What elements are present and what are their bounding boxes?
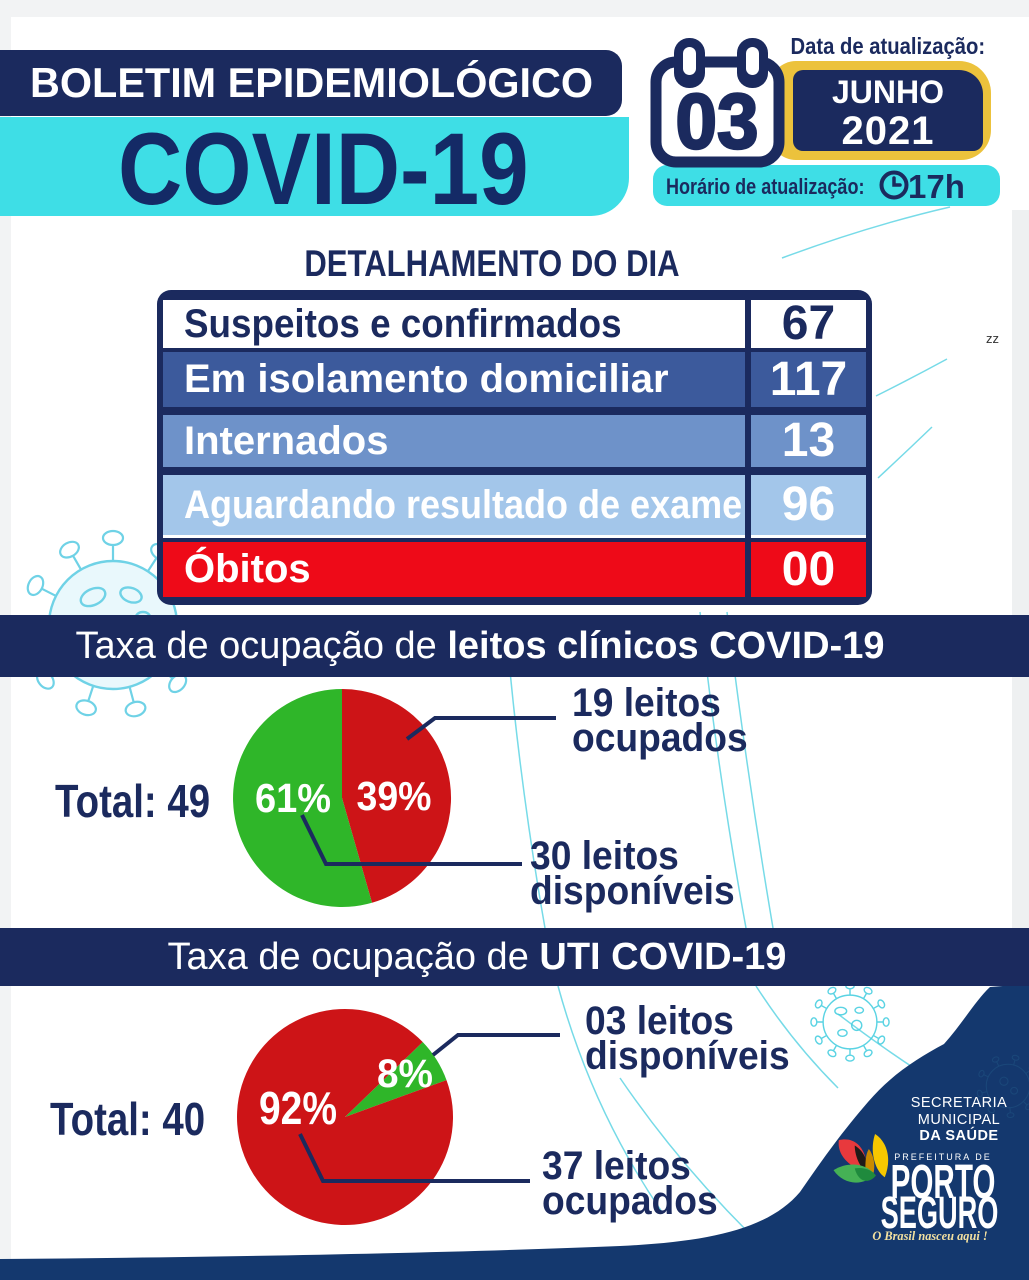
svg-text:39%: 39%: [357, 773, 432, 819]
svg-text:61%: 61%: [255, 775, 331, 821]
svg-text:8%: 8%: [377, 1052, 433, 1096]
svg-text:92%: 92%: [259, 1082, 337, 1134]
svg-text:03: 03: [676, 77, 759, 165]
